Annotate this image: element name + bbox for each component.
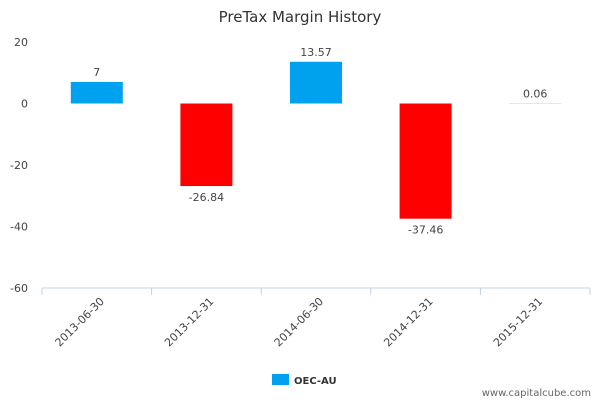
y-tick-label: -40 bbox=[10, 221, 28, 234]
x-tick-label: 2013-06-30 bbox=[53, 295, 107, 349]
data-label: 13.57 bbox=[300, 46, 332, 59]
data-label: 0.06 bbox=[523, 87, 548, 100]
y-axis-ticks: 20 0 -20 -40 -60 bbox=[10, 36, 28, 295]
bars bbox=[71, 62, 561, 219]
data-label: -26.84 bbox=[189, 191, 224, 204]
legend-swatch bbox=[272, 374, 289, 385]
x-tick-label: 2015-12-31 bbox=[491, 295, 545, 349]
legend-label: OEC-AU bbox=[294, 376, 337, 387]
legend[interactable]: OEC-AU bbox=[272, 374, 337, 387]
y-tick-label: -20 bbox=[10, 159, 28, 172]
x-tick-label: 2014-06-30 bbox=[272, 295, 326, 349]
data-label: -37.46 bbox=[408, 224, 443, 237]
y-tick-label: 20 bbox=[14, 36, 28, 49]
data-label: 7 bbox=[93, 66, 100, 79]
x-tick-label: 2014-12-31 bbox=[381, 295, 435, 349]
bar bbox=[290, 62, 342, 104]
bar bbox=[71, 82, 123, 104]
x-axis-ticks: 2013-06-30 2013-12-31 2014-06-30 2014-12-31… bbox=[53, 295, 546, 349]
bar bbox=[180, 104, 232, 187]
bar bbox=[400, 104, 452, 219]
x-tick-label: 2013-12-31 bbox=[162, 295, 216, 349]
x-axis bbox=[42, 288, 590, 295]
chart-title: PreTax Margin History bbox=[219, 8, 382, 26]
y-tick-label: 0 bbox=[21, 98, 28, 111]
watermark: www.capitalcube.com bbox=[482, 388, 591, 399]
y-tick-label: -60 bbox=[10, 282, 28, 295]
